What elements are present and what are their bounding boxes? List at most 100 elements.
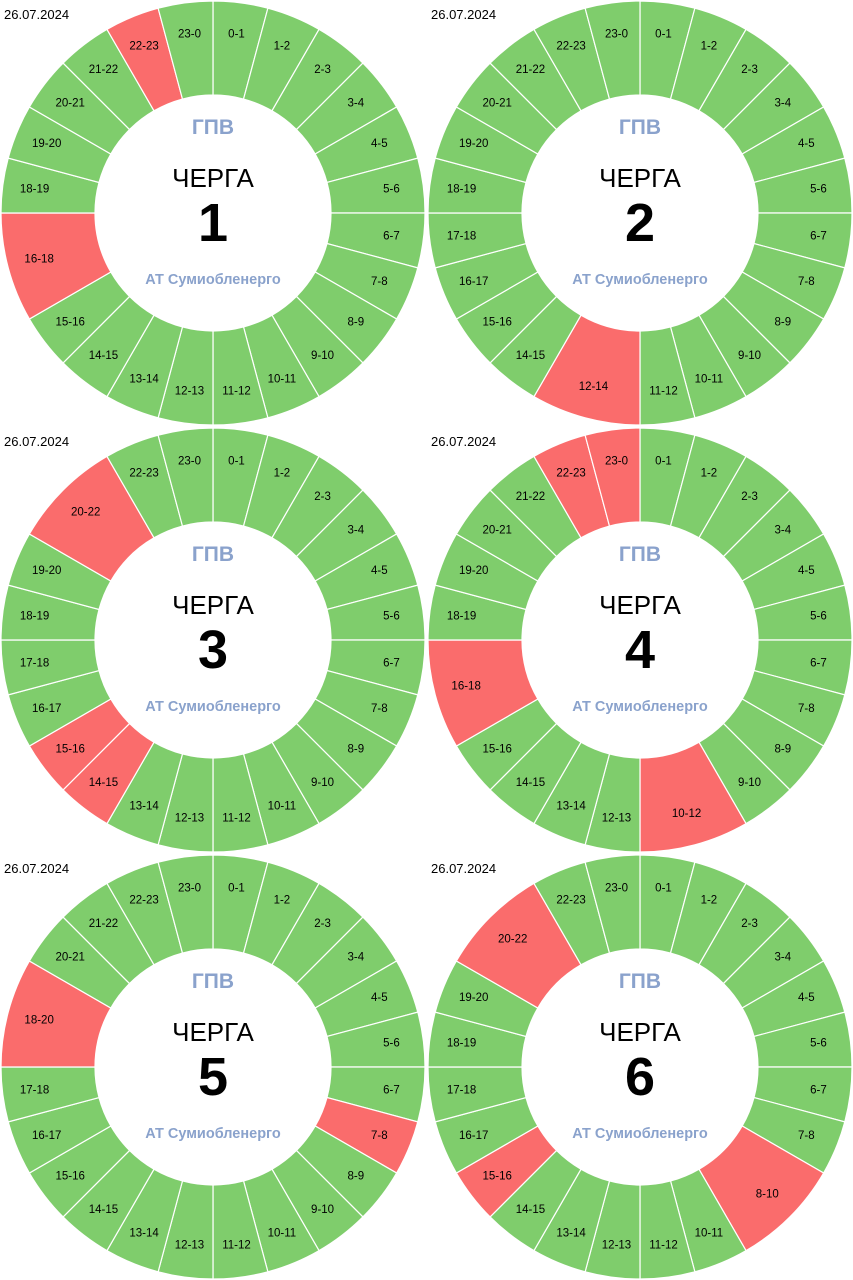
hour-label-5: 5-6: [383, 184, 400, 196]
queue-number: 2: [625, 193, 655, 253]
queue-label: ЧЕРГА: [172, 1017, 254, 1047]
queue-label: ЧЕРГА: [599, 1017, 681, 1047]
center-title: ГПВ: [192, 543, 234, 566]
hour-label-20: 20-22: [71, 507, 100, 519]
hour-label-14: 15-16: [482, 1171, 511, 1183]
hour-label-2: 2-3: [741, 64, 758, 76]
hour-label-22: 23-0: [178, 29, 201, 41]
hour-label-14: 14-15: [89, 777, 118, 789]
hour-label-3: 3-4: [347, 97, 364, 109]
hour-label-8: 8-10: [756, 1188, 779, 1200]
hour-label-3: 3-4: [774, 951, 791, 963]
hour-label-16: 18-19: [447, 611, 476, 623]
center-title: ГПВ: [192, 970, 234, 993]
hour-label-2: 2-3: [741, 491, 758, 503]
hour-label-3: 3-4: [347, 524, 364, 536]
hour-label-15: 15-16: [55, 1171, 84, 1183]
hour-label-14: 15-16: [482, 744, 511, 756]
hour-segment-22: [584, 0, 641, 100]
date-label: 26.07.2024: [431, 861, 497, 876]
hour-label-11: 11-12: [649, 385, 678, 397]
hour-label-17: 17-18: [20, 1084, 49, 1096]
hour-label-11: 11-12: [222, 1239, 251, 1251]
schedule-ring: 0-1 1-2 2-3 3-4 4-5 5-6 6-7 7-8 8-9 9-10 10-11 11-1…: [0, 0, 426, 426]
hour-label-20: 21-22: [89, 64, 118, 76]
hour-label-9: 9-10: [311, 777, 334, 789]
hour-label-18: 19-20: [32, 138, 61, 150]
schedule-ring: 0-1 1-2 2-3 3-4 4-5 5-6 6-7 7-8 8-9 9-10 10-11 11-1…: [427, 0, 853, 426]
hour-label-7: 7-8: [798, 1130, 815, 1142]
hour-label-12: 12-14: [579, 381, 609, 393]
hour-label-12: 12-13: [175, 812, 204, 824]
hour-label-3: 3-4: [774, 524, 791, 536]
hour-label-2: 2-3: [741, 918, 758, 930]
center-title: ГПВ: [619, 970, 661, 993]
schedule-ring: 0-1 1-2 2-3 3-4 4-5 5-6 6-7 7-8 8-9 9-10 10-11 11-1…: [0, 427, 426, 853]
hour-label-15: 15-16: [55, 317, 84, 329]
center-circle: [523, 96, 757, 330]
hour-label-3: 3-4: [774, 97, 791, 109]
hour-label-8: 8-9: [774, 317, 791, 329]
hour-label-0: 0-1: [655, 456, 672, 468]
hour-label-3: 3-4: [347, 951, 364, 963]
center-circle: [96, 950, 330, 1184]
date-label: 26.07.2024: [431, 7, 497, 22]
hour-label-20: 21-22: [89, 918, 118, 930]
date-label: 26.07.2024: [4, 7, 70, 22]
hour-label-4: 4-5: [371, 992, 388, 1004]
company-name: АТ Сумиобленерго: [145, 1126, 281, 1142]
hour-label-8: 8-9: [347, 317, 364, 329]
hour-label-19: 20-22: [498, 934, 527, 946]
hour-label-9: 9-10: [311, 350, 334, 362]
queue-number: 1: [198, 193, 228, 253]
queue-label: ЧЕРГА: [599, 163, 681, 193]
hour-label-7: 7-8: [371, 703, 388, 715]
schedule-panel-1: 26.07.2024 0-1 1-2 2-3 3-4 4-5 5-6 6-7 7-8 8-9 9-…: [0, 0, 426, 426]
hour-label-9: 10-11: [695, 1227, 724, 1239]
hour-label-22: 23-0: [178, 456, 201, 468]
center-title: ГПВ: [619, 543, 661, 566]
hour-label-19: 20-21: [55, 97, 84, 109]
queue-number: 5: [198, 1047, 228, 1107]
hour-label-19: 19-20: [32, 565, 61, 577]
hour-label-18: 18-19: [20, 611, 49, 623]
center-title: ГПВ: [192, 116, 234, 139]
date-label: 26.07.2024: [4, 861, 70, 876]
hour-label-2: 2-3: [314, 918, 331, 930]
hour-label-5: 5-6: [383, 611, 400, 623]
hour-label-16: 16-17: [32, 1130, 61, 1142]
hour-segment-21: [584, 427, 641, 527]
hour-label-10: 10-11: [268, 800, 297, 812]
hour-label-13: 13-14: [129, 800, 159, 812]
hour-label-21: 22-23: [129, 41, 158, 53]
center-circle: [523, 950, 757, 1184]
hour-label-15: 16-18: [451, 681, 480, 693]
hour-label-21: 22-23: [556, 41, 585, 53]
hour-label-6: 6-7: [383, 657, 400, 669]
company-name: АТ Сумиобленерго: [145, 272, 281, 288]
hour-label-4: 4-5: [798, 992, 815, 1004]
hour-label-14: 14-15: [89, 350, 118, 362]
hour-label-12: 12-13: [175, 385, 204, 397]
hour-label-9: 9-10: [738, 350, 761, 362]
hour-label-1: 1-2: [274, 895, 291, 907]
hour-label-17: 19-20: [459, 565, 488, 577]
hour-label-1: 1-2: [701, 41, 718, 53]
company-name: АТ Сумиобленерго: [572, 699, 708, 715]
hour-label-7: 7-8: [371, 1130, 388, 1142]
hour-label-11: 11-12: [222, 812, 251, 824]
hour-label-20: 22-23: [556, 895, 585, 907]
hour-label-17: 18-19: [447, 1038, 476, 1050]
hour-label-5: 5-6: [810, 1038, 827, 1050]
hour-label-9: 9-10: [738, 777, 761, 789]
hour-label-10: 10-11: [268, 1227, 297, 1239]
hour-label-13: 14-15: [516, 777, 545, 789]
hour-label-20: 22-23: [556, 468, 585, 480]
hour-label-7: 7-8: [798, 276, 815, 288]
hour-label-22: 23-0: [178, 883, 201, 895]
hour-label-4: 4-5: [371, 565, 388, 577]
hour-label-13: 13-14: [129, 1227, 159, 1239]
schedule-ring: 0-1 1-2 2-3 3-4 4-5 5-6 6-7 7-8 8-9 9-10 10-11 11-1…: [0, 854, 426, 1280]
hour-label-6: 6-7: [810, 657, 827, 669]
hour-label-18: 19-20: [459, 992, 488, 1004]
